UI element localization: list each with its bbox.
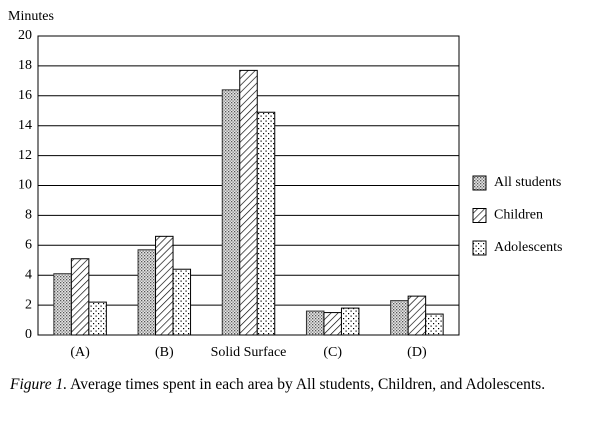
bar: [88, 301, 107, 336]
caption-label: Figure 1.: [10, 376, 68, 393]
legend-swatch: [472, 208, 487, 223]
legend-label: Children: [494, 208, 543, 223]
y-tick-label: 8: [25, 208, 32, 223]
chart: Minutes 0 2 4 6 8 10 12 14 16 18 20 (A) (B) Solid Sur…: [8, 9, 562, 360]
legend-swatch: [472, 240, 487, 256]
x-tick-label: Solid Surface: [211, 345, 287, 360]
caption-text: Average times spent in each area by All …: [70, 376, 546, 393]
y-tick-label: 16: [18, 88, 32, 103]
y-tick-label: 18: [18, 58, 32, 73]
y-tick-label: 2: [25, 297, 32, 312]
x-tick-label: (B): [155, 345, 174, 360]
x-tick-label: (D): [407, 345, 427, 360]
legend-swatch: [472, 175, 487, 191]
legend-label: All students: [494, 175, 561, 190]
bar: [323, 312, 342, 336]
bar: [239, 69, 258, 336]
legend-label: Adolescents: [494, 240, 562, 255]
y-tick-label: 6: [25, 238, 32, 253]
y-tick-label: 4: [25, 267, 32, 282]
caption: Figure 1. Average times spent in each ar…: [10, 374, 590, 396]
y-tick-label: 20: [18, 28, 32, 43]
y-tick-label: 10: [18, 178, 32, 193]
x-tick-label: (A): [70, 345, 90, 360]
bar: [256, 111, 276, 336]
y-tick-label: 14: [18, 118, 32, 133]
bar: [425, 313, 444, 336]
bar: [221, 89, 241, 336]
bar: [340, 307, 360, 336]
y-axis-label: Minutes: [8, 9, 54, 24]
bar: [390, 300, 409, 336]
x-tick-label: (C): [323, 345, 342, 360]
y-tick-label: 0: [25, 327, 32, 342]
bar: [137, 249, 157, 336]
bar: [53, 273, 72, 336]
bar: [70, 258, 90, 336]
bar: [155, 235, 174, 336]
bar: [305, 310, 325, 336]
bar: [172, 268, 192, 336]
bar: [407, 295, 427, 336]
y-tick-label: 12: [18, 148, 32, 163]
